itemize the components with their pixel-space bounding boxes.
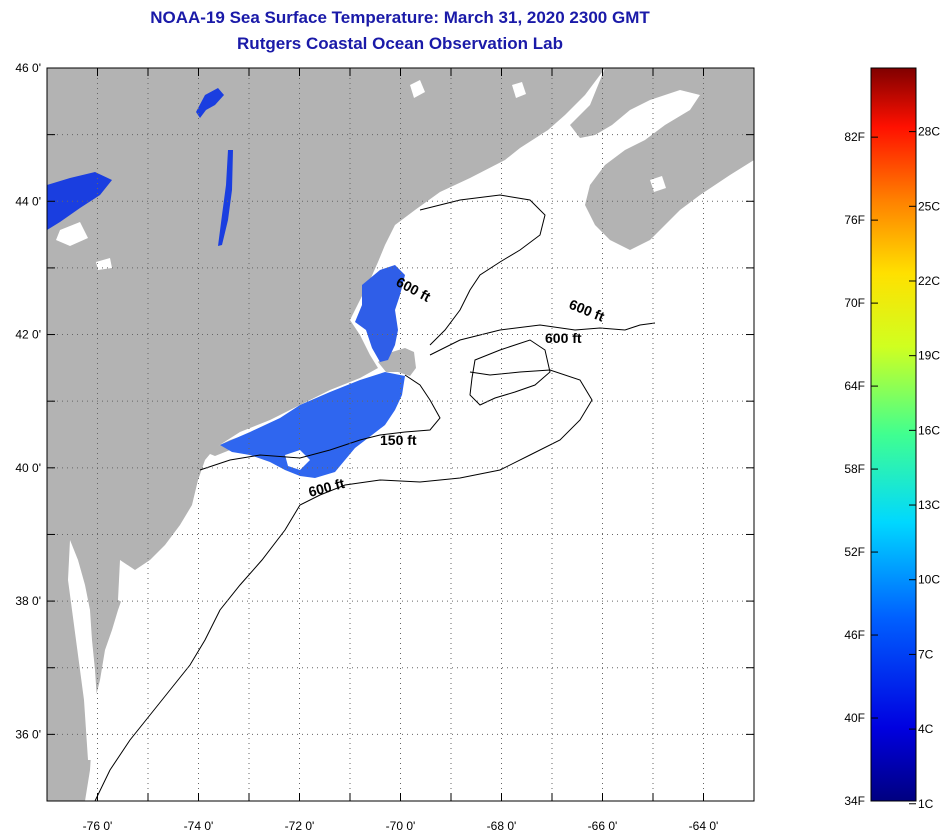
contour-600ft-gulf — [429, 322, 656, 356]
land-lake — [410, 80, 425, 98]
colorbar-c-label: 7C — [918, 647, 934, 661]
colorbar-c-label: 28C — [918, 125, 940, 139]
contour-label: 600 ft — [545, 330, 582, 346]
contour-georges — [469, 339, 551, 406]
lon-tick-label: -68 0' — [487, 819, 517, 832]
contour-label: 150 ft — [380, 432, 417, 448]
lon-tick-label: -64 0' — [689, 819, 719, 832]
land-lake — [512, 82, 526, 98]
cloud-gap — [56, 222, 88, 246]
contour-coastal — [419, 194, 546, 346]
cloud-gap — [285, 450, 310, 470]
colorbar-f-label: 82F — [844, 130, 865, 144]
colorbar-f-label: 40F — [844, 711, 865, 725]
lon-tick-label: -70 0' — [386, 819, 416, 832]
land-nova-scotia — [570, 68, 754, 250]
map-subtitle: Rutgers Coastal Ocean Observation Lab — [237, 34, 563, 53]
lat-tick-label: 40 0' — [15, 461, 41, 475]
lake-champlain — [218, 150, 233, 246]
delaware-bay — [118, 560, 140, 605]
sst-patch-southern-new-england — [220, 372, 405, 478]
colorbar-f-label: 52F — [844, 545, 865, 559]
colorbar-c-label: 10C — [918, 573, 940, 587]
colorbar-c-label: 25C — [918, 199, 940, 213]
contour-150ft — [199, 374, 441, 471]
colorbar-c-label: 19C — [918, 349, 940, 363]
lat-tick-label: 42 0' — [15, 328, 41, 342]
lat-tick-label: 38 0' — [15, 594, 41, 608]
lon-tick-label: -66 0' — [588, 819, 618, 832]
colorbar-c-label: 16C — [918, 423, 940, 437]
land-lake — [650, 176, 666, 192]
colorbar-c-label: 13C — [918, 498, 940, 512]
colorbar-f-label: 58F — [844, 462, 865, 476]
lake-ontario-east — [47, 172, 112, 230]
colorbar-f-label: 64F — [844, 379, 865, 393]
lat-tick-label: 46 0' — [15, 61, 41, 75]
colorbar-f-label: 34F — [844, 794, 865, 808]
lon-tick-label: -72 0' — [285, 819, 315, 832]
lon-tick-label: -76 0' — [83, 819, 113, 832]
land-mainland — [47, 68, 605, 801]
lat-tick-label: 36 0' — [15, 727, 41, 741]
axis-ticks: -76 0' -74 0' -72 0' -70 0' -68 0' -66 0' -64 … — [15, 61, 754, 832]
map-title: NOAA-19 Sea Surface Temperature: March 3… — [150, 8, 650, 27]
moosehead-lake — [196, 88, 224, 118]
colorbar-f-label: 46F — [844, 628, 865, 642]
graticule — [47, 68, 754, 801]
colorbar-c-label: 4C — [918, 722, 934, 736]
colorbar-c-label: 22C — [918, 274, 940, 288]
contour-600ft-shelf — [94, 369, 593, 801]
land-cape-cod — [378, 348, 416, 376]
lat-tick-label: 44 0' — [15, 194, 41, 208]
colorbar-labels: 82F 76F 70F 64F 58F 52F 46F 40F 34F 28C 25C 22C 19C 1… — [844, 125, 940, 811]
lon-tick-label: -74 0' — [184, 819, 214, 832]
chesapeake-bay — [68, 540, 99, 760]
colorbar-c-label: 1C — [918, 797, 934, 811]
sst-patch-gulf-of-maine — [355, 265, 405, 362]
colorbar-f-label: 70F — [844, 296, 865, 310]
colorbar — [870, 67, 917, 802]
land-lake — [96, 258, 112, 270]
colorbar-f-label: 76F — [844, 213, 865, 227]
